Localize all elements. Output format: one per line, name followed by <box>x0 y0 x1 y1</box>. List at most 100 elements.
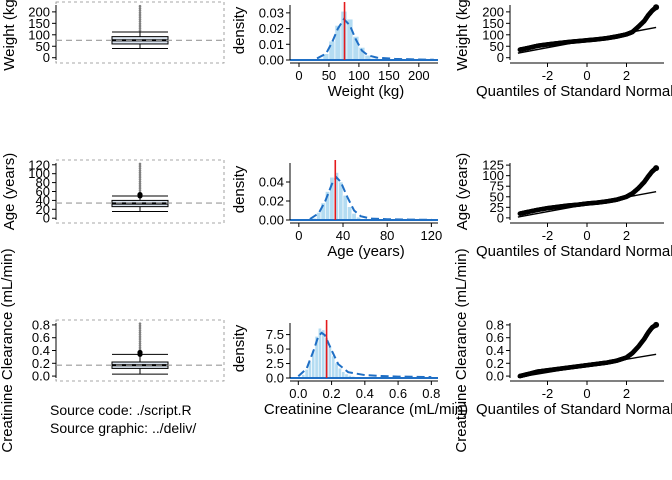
histogram-age-x-tick-label: 80 <box>380 228 394 243</box>
boxplot-age-outlier-point <box>138 164 142 168</box>
qqplot-age-y-tick-label: 0 <box>497 210 504 225</box>
boxplot-age-outlier-point <box>138 162 142 166</box>
histogram-creatinine_clearance-x-tick-label: 0.2 <box>323 386 341 401</box>
boxplot-weight-outlier-point <box>138 29 142 32</box>
boxplot-creatinine_clearance-outlier-point <box>138 337 142 341</box>
histogram-age-bar <box>316 212 322 221</box>
boxplot-creatinine_clearance-y-label: Creatinine Clearance (mL/min) <box>0 248 16 452</box>
boxplot-age-y-tick-label: 100 <box>28 166 50 181</box>
histogram-creatinine_clearance-bar <box>327 346 332 379</box>
histogram-creatinine_clearance-x-tick-label: 0.6 <box>389 386 407 401</box>
histogram-weight-bar <box>346 18 354 61</box>
boxplot-age-outlier-point <box>138 175 142 179</box>
boxplot-age-outlier-point <box>138 166 142 170</box>
histogram-creatinine_clearance-x-label: Creatinine Clearance (mL/min) <box>264 401 468 418</box>
boxplot-age-outlier-point <box>138 186 142 190</box>
qqplot-age-point <box>653 165 660 172</box>
boxplot-age-y-tick-label: 120 <box>28 157 50 172</box>
qqplot-weight-y-tick-label: 200 <box>482 4 504 19</box>
boxplot-weight-outlier-point <box>138 9 142 12</box>
boxplot-creatinine_clearance-outlier-point <box>138 335 142 339</box>
boxplot-creatinine_clearance-outlier-point <box>138 328 142 332</box>
boxplot-weight-outlier-point <box>138 15 142 19</box>
boxplot-age-y-tick-label: 0 <box>43 211 50 226</box>
histogram-weight-y-tick-label: 0.03 <box>259 5 284 20</box>
qqplot-age-y-tick-label: 50 <box>490 189 504 204</box>
boxplot-creatinine_clearance-outlier-point <box>138 333 142 336</box>
qqplot-weight-point <box>653 4 660 11</box>
histogram-creatinine_clearance-bar <box>321 329 326 379</box>
qqplot-creatinine_clearance-x-tick-label: -2 <box>542 386 554 401</box>
qqplot-age-x-label: Quantiles of Standard Normal <box>476 243 672 260</box>
qqplot-weight-y-tick-label: 0 <box>497 50 504 65</box>
histogram-age-x-tick-label: 0 <box>295 228 302 243</box>
boxplot-age-y-tick-label: 40 <box>36 193 50 208</box>
qqplot-age-y-tick-label: 125 <box>482 158 504 173</box>
qqplot-age-y-label: Age (years) <box>454 153 471 231</box>
boxplot-age-frame <box>55 159 225 224</box>
boxplot-weight-outlier-point <box>138 11 142 15</box>
boxplot-creatinine_clearance-outlier-point <box>138 346 142 350</box>
histogram-age-y-tick-label: 0.00 <box>259 213 284 228</box>
qqplot-age-y-tick-label: 100 <box>482 168 504 183</box>
boxplot-weight-outlier-point <box>138 26 142 30</box>
histogram-age-bar <box>342 195 348 221</box>
qqplot-weight-x-label: Quantiles of Standard Normal <box>476 83 672 100</box>
boxplot-creatinine_clearance-highlight-point <box>137 349 143 356</box>
boxplot-age-y-tick-label: 20 <box>36 202 50 217</box>
boxplot-creatinine_clearance-outlier-point <box>138 322 142 325</box>
histogram-weight-x-tick-label: 100 <box>348 68 370 83</box>
boxplot-creatinine_clearance-y-tick-label: 0.0 <box>32 369 50 384</box>
histogram-age-x-tick-label: 120 <box>421 228 443 243</box>
boxplot-weight-outlier-point <box>138 24 142 28</box>
qqplot-weight-x-tick-label: 0 <box>583 68 590 83</box>
boxplot-weight-outlier-point <box>138 7 142 10</box>
boxplot-weight-y-tick-label: 100 <box>28 27 50 42</box>
qqplot-age-y-tick-label: 75 <box>490 179 504 194</box>
histogram-creatinine_clearance-bar <box>304 369 309 379</box>
qqplot-weight-x-tick-label: -2 <box>542 68 554 83</box>
boxplot-creatinine_clearance-outlier-point <box>138 331 142 334</box>
boxplot-age-outlier-point <box>138 173 142 177</box>
qqplot-age-x-tick-label: 2 <box>623 228 630 243</box>
boxplot-age-outlier-point <box>138 188 142 192</box>
histogram-weight-y-tick-label: 0.02 <box>259 21 284 36</box>
boxplot-creatinine_clearance-y-tick-label: 0.2 <box>32 356 50 371</box>
boxplot-weight-y-tick-label: 0 <box>43 50 50 65</box>
histogram-weight-x-label: Weight (kg) <box>328 83 404 100</box>
boxplot-creatinine_clearance-outlier-point <box>138 324 142 328</box>
histogram-weight-x-tick-label: 0 <box>295 68 302 83</box>
boxplot-creatinine_clearance-outlier-point <box>138 344 142 347</box>
histogram-age-y-tick-label: 0.02 <box>259 194 284 209</box>
qqplot-weight-y-tick-label: 50 <box>490 39 504 54</box>
histogram-weight-bar <box>328 40 336 61</box>
qqplot-weight-x-tick-label: 2 <box>623 68 630 83</box>
boxplot-creatinine_clearance-y-tick-label: 0.8 <box>32 317 50 332</box>
qqplot-weight-fit-line <box>517 26 657 54</box>
qqplot-creatinine_clearance-y-label: Creatinine Clearance (mL/min) <box>453 248 470 452</box>
histogram-creatinine_clearance-y-tick-label: 2.5 <box>266 356 284 371</box>
boxplot-weight-y-label: Weight (kg) <box>1 0 18 71</box>
qqplot-creatinine_clearance-y-tick-label: 0.4 <box>486 343 504 358</box>
boxplot-creatinine_clearance-outlier-point <box>138 326 142 330</box>
qqplot-age-x-tick-label: -2 <box>542 228 554 243</box>
boxplot-creatinine_clearance-y-tick-label: 0.6 <box>32 330 50 345</box>
qqplot-creatinine_clearance-y-tick-label: 0.2 <box>486 356 504 371</box>
histogram-creatinine_clearance-x-tick-label: 0.4 <box>356 386 374 401</box>
histogram-age-y-tick-label: 0.04 <box>259 175 284 190</box>
histogram-creatinine_clearance-y-label: density <box>231 324 248 372</box>
histogram-creatinine_clearance-bar <box>317 327 322 379</box>
qqplot-creatinine_clearance-y-tick-label: 0.6 <box>486 330 504 345</box>
qqplot-weight-y-tick-label: 100 <box>482 27 504 42</box>
boxplot-creatinine_clearance-outlier-point <box>138 342 142 345</box>
source-graphic-caption: Source graphic: ../deliv/ <box>50 420 197 436</box>
histogram-creatinine_clearance-bar <box>337 367 342 379</box>
histogram-creatinine_clearance-bar <box>331 355 336 379</box>
boxplot-age-outlier-point <box>138 180 142 183</box>
boxplot-weight-y-tick-label: 200 <box>28 4 50 19</box>
boxplot-age-outlier-point <box>138 177 142 181</box>
histogram-weight-y-tick-label: 0.00 <box>259 53 284 68</box>
boxplot-age-outlier-point <box>138 171 142 174</box>
boxplot-creatinine_clearance-outlier-point <box>138 339 142 343</box>
